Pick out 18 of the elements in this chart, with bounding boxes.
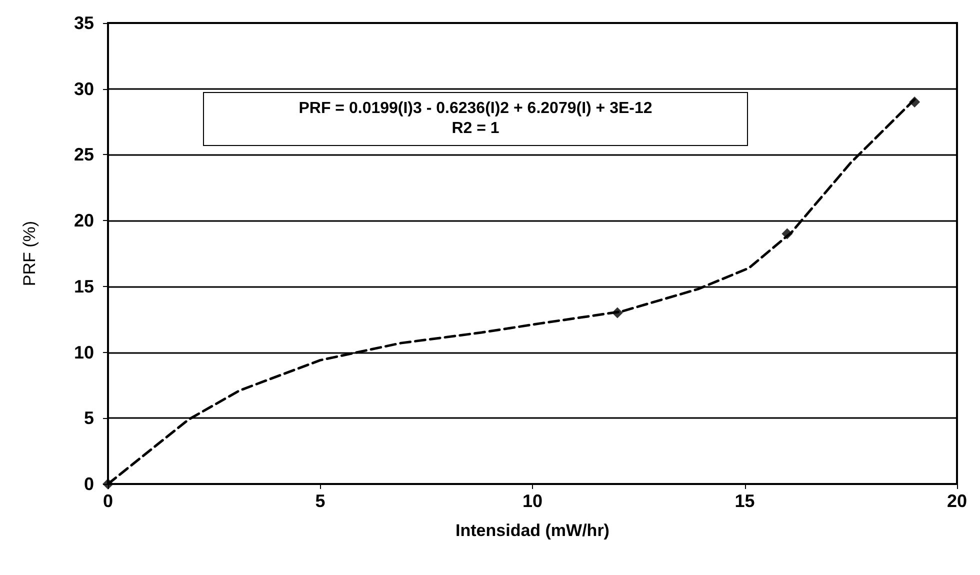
- y-tick-label: 35: [74, 13, 94, 33]
- y-tick-label: 0: [84, 474, 94, 494]
- x-tick-label: 20: [946, 491, 968, 511]
- y-tick-label: 20: [74, 210, 94, 231]
- y-tick-label: 10: [74, 342, 94, 362]
- x-tick-label: 10: [522, 491, 543, 511]
- x-axis-title: Intensidad (mW/hr): [456, 521, 610, 540]
- x-tick-label: 5: [315, 491, 326, 511]
- y-tick-label: 15: [74, 276, 94, 296]
- x-tick-label: 0: [102, 491, 114, 511]
- annotation: PRF = 0.0199(I)3 - 0.6236(I)2 + 6.2079(I) + 3E-12: [298, 99, 654, 119]
- x-tick-label: 15: [734, 491, 755, 511]
- annotation: R2 = 1: [450, 119, 500, 139]
- y-axis-title: PRF (%): [20, 220, 39, 286]
- text-box: PRF = 0.0199(I)3 - 0.6236(I)2 + 6.2079(I) + 3E-12 R2 = 1: [203, 92, 748, 146]
- y-tick-label: 30: [74, 78, 94, 99]
- y-tick-label: 25: [74, 144, 94, 165]
- y-tick-label: 5: [84, 408, 94, 428]
